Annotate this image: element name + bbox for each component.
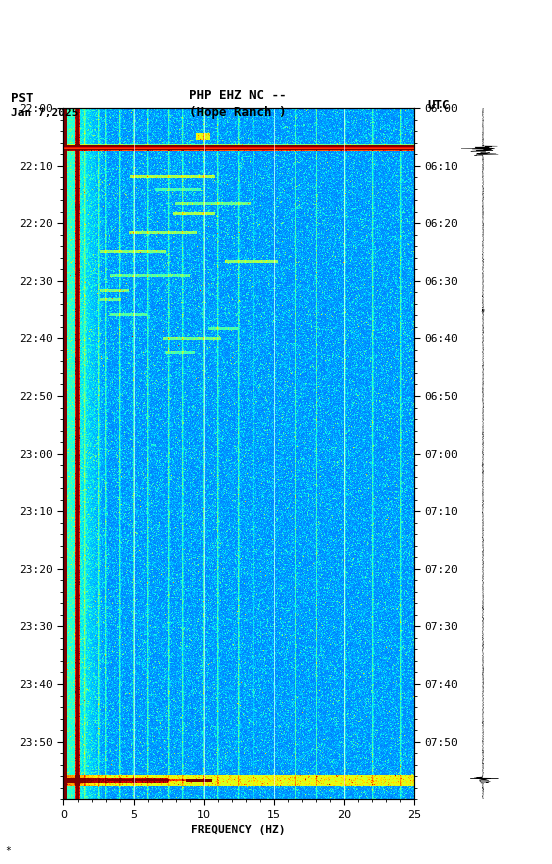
X-axis label: FREQUENCY (HZ): FREQUENCY (HZ) xyxy=(192,825,286,835)
Text: Jan 7,2025: Jan 7,2025 xyxy=(11,108,78,118)
Text: PST: PST xyxy=(11,92,34,105)
Text: (Hope Ranch ): (Hope Ranch ) xyxy=(189,106,286,119)
Text: PHP EHZ NC --: PHP EHZ NC -- xyxy=(189,89,286,102)
Text: *: * xyxy=(6,846,12,855)
Text: UTC: UTC xyxy=(428,99,450,112)
